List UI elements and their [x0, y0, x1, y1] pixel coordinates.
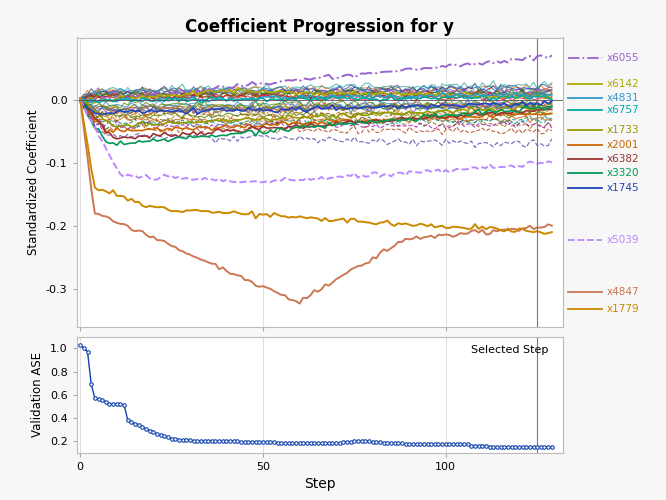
Text: x5039: x5039	[607, 235, 639, 245]
Text: x6382: x6382	[607, 154, 639, 164]
Text: Selected Step: Selected Step	[471, 345, 548, 355]
Text: x6055: x6055	[607, 52, 639, 62]
Text: x4831: x4831	[607, 93, 639, 103]
Text: x3320: x3320	[607, 168, 639, 178]
Text: x1733: x1733	[607, 125, 639, 135]
Text: x6142: x6142	[607, 79, 639, 89]
Text: x1779: x1779	[607, 304, 639, 314]
Text: x4847: x4847	[607, 287, 639, 297]
Text: Coefficient Progression for y: Coefficient Progression for y	[185, 18, 454, 36]
Y-axis label: Standardized Coefficient: Standardized Coefficient	[27, 110, 40, 255]
Y-axis label: Validation ASE: Validation ASE	[31, 352, 44, 437]
Text: x1745: x1745	[607, 183, 639, 193]
X-axis label: Step: Step	[304, 477, 336, 491]
Text: x2001: x2001	[607, 140, 639, 149]
Text: x6757: x6757	[607, 105, 639, 115]
